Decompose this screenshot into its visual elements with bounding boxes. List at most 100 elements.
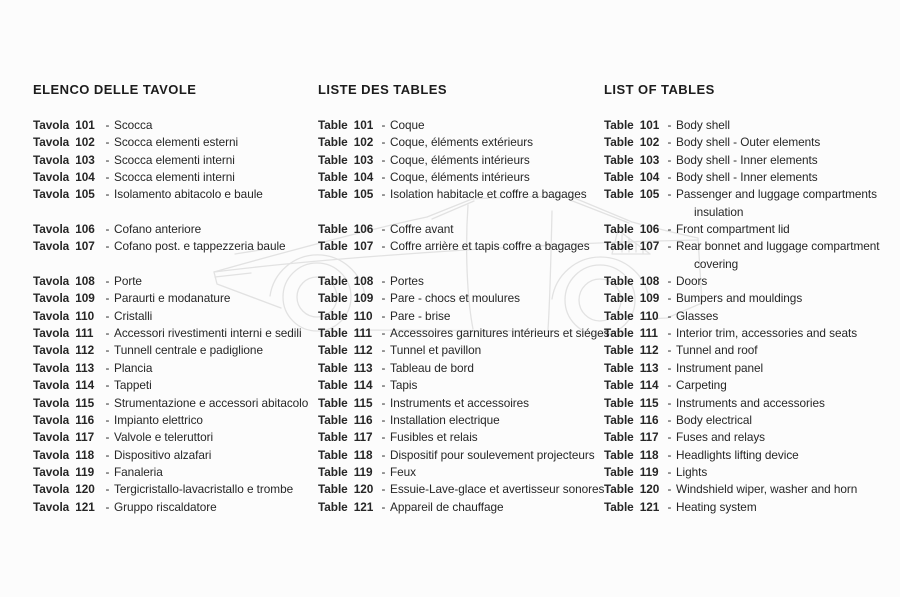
row-separator: -	[381, 395, 386, 410]
row-separator: -	[105, 464, 110, 479]
table-row: Table 106- Front compartment lid	[604, 221, 899, 238]
row-label: Table 109	[604, 291, 660, 306]
table-row: Table 108- Doors	[604, 273, 899, 290]
table-row: Table 110- Glasses	[604, 308, 899, 325]
row-separator: -	[105, 499, 110, 514]
row-label: Tavola 109	[33, 291, 95, 306]
row-description: Tunnel and roof	[676, 343, 758, 358]
row-label: Tavola 107	[33, 239, 95, 254]
row-label: Table 114	[604, 378, 659, 393]
row-label: Table 110	[604, 308, 659, 323]
row-label: Table 105	[318, 187, 374, 202]
row-description: Fusibles et relais	[390, 430, 478, 445]
spacer-row	[33, 204, 328, 221]
row-label: Table 120	[604, 482, 660, 497]
row-separator: -	[105, 308, 110, 323]
row-separator: -	[105, 482, 110, 497]
table-row: Table 106- Coffre avant	[318, 221, 613, 238]
row-description: Coque, éléments intérieurs	[390, 152, 530, 167]
table-row: Table 101- Body shell	[604, 117, 899, 134]
table-row: Table 109- Pare - chocs et moulures	[318, 290, 613, 307]
table-row: Tavola 121- Gruppo riscaldatore	[33, 499, 328, 516]
row-label: Tavola 105	[33, 187, 95, 202]
row-separator: -	[105, 274, 110, 289]
table-row: Tavola 114- Tappeti	[33, 377, 328, 394]
row-label: Table 119	[604, 464, 659, 479]
row-description: Instruments and accessories	[676, 395, 825, 410]
row-description: Plancia	[114, 360, 153, 375]
row-separator: -	[105, 222, 110, 237]
row-description: Coffre arrière et tapis coffre a bagages	[390, 239, 590, 254]
row-label: Table 102	[318, 135, 374, 150]
row-separator: -	[105, 326, 110, 341]
column-rows: Tavola 101- Scocca Tavola 102- Scocca element…	[33, 117, 328, 516]
table-row: Table 107- Coffre arrière et tapis coffre …	[318, 238, 613, 255]
row-description: Cofano anteriore	[114, 222, 202, 237]
row-label: Table 119	[318, 464, 373, 479]
row-description: Scocca	[114, 118, 153, 132]
column-italian: ELENCO DELLE TAVOLE Tavola 101- Scocca Tavo…	[33, 82, 328, 516]
row-description-wrapped: insulation	[694, 204, 744, 219]
row-label: Table 106	[318, 222, 374, 237]
table-row: Table 114- Tapis	[318, 377, 613, 394]
row-separator: -	[381, 291, 386, 306]
table-row-continuation: insulation	[604, 204, 899, 221]
row-description: Rear bonnet and luggage compartment	[676, 239, 880, 254]
table-row: Tavola 117- Valvole e teleruttori	[33, 429, 328, 446]
row-label: Table 103	[604, 152, 660, 167]
row-description: Pare - chocs et moulures	[390, 291, 520, 306]
row-label: Table 108	[604, 274, 660, 289]
row-description: Instrument panel	[676, 360, 764, 375]
table-row: Tavola 118- Dispositivo alzafari	[33, 447, 328, 464]
row-description: Porte	[114, 274, 142, 289]
row-label: Table 109	[318, 291, 374, 306]
spacer-row	[318, 204, 613, 221]
row-label: Table 115	[318, 395, 373, 410]
row-description: Tunnell centrale e padiglione	[114, 343, 263, 358]
row-description: Feux	[390, 464, 417, 479]
row-separator: -	[381, 360, 386, 375]
table-row: Table 105- Passenger and luggage compartme…	[604, 186, 899, 203]
row-label: Table 107	[604, 239, 660, 254]
table-row: Table 121- Appareil de chauffage	[318, 499, 613, 516]
row-description: Isolamento abitacolo e baule	[114, 187, 263, 202]
row-separator: -	[381, 378, 386, 393]
table-row: Tavola 107- Cofano post. e tappezzeria bau…	[33, 238, 328, 255]
table-row: Table 121- Heating system	[604, 499, 899, 516]
row-description: Passenger and luggage compartments	[676, 187, 877, 202]
row-label: Table 116	[318, 412, 373, 427]
row-description: Lights	[676, 464, 708, 479]
row-label: Table 118	[604, 447, 659, 462]
row-label: Tavola 106	[33, 222, 95, 237]
table-row: Tavola 101- Scocca	[33, 117, 328, 134]
row-label: Tavola 114	[33, 378, 95, 393]
table-row-continuation: covering	[604, 256, 899, 273]
table-row: Table 115- Instruments and accessories	[604, 395, 899, 412]
row-description: Body shell	[676, 118, 730, 132]
row-description: Paraurti e modanature	[114, 291, 231, 306]
row-label: Table 121	[318, 499, 374, 514]
row-separator: -	[667, 152, 672, 167]
table-row: Table 117- Fusibles et relais	[318, 429, 613, 446]
row-label: Table 112	[604, 343, 659, 358]
table-row: Tavola 119- Fanaleria	[33, 464, 328, 481]
row-description: Glasses	[676, 308, 719, 323]
row-separator: -	[105, 360, 110, 375]
row-separator: -	[381, 482, 386, 497]
row-description: Appareil de chauffage	[390, 499, 504, 514]
table-row: Tavola 102- Scocca elementi esterni	[33, 134, 328, 151]
row-label: Tavola 108	[33, 274, 95, 289]
row-label: Table 111	[604, 326, 658, 341]
row-label: Table 117	[318, 430, 373, 445]
row-description: Tableau de bord	[390, 360, 474, 375]
row-separator: -	[381, 187, 386, 202]
row-label: Tavola 116	[33, 412, 95, 427]
row-separator: -	[381, 118, 386, 132]
row-description: Headlights lifting device	[676, 447, 799, 462]
row-description: Dispositif pour soulevement projecteurs	[390, 447, 595, 462]
row-description: Tappeti	[114, 378, 152, 393]
table-row: Table 114- Carpeting	[604, 377, 899, 394]
row-description: Cofano post. e tappezzeria baule	[114, 239, 286, 254]
table-row: Tavola 105- Isolamento abitacolo e baule	[33, 186, 328, 203]
row-label: Table 111	[318, 326, 372, 341]
